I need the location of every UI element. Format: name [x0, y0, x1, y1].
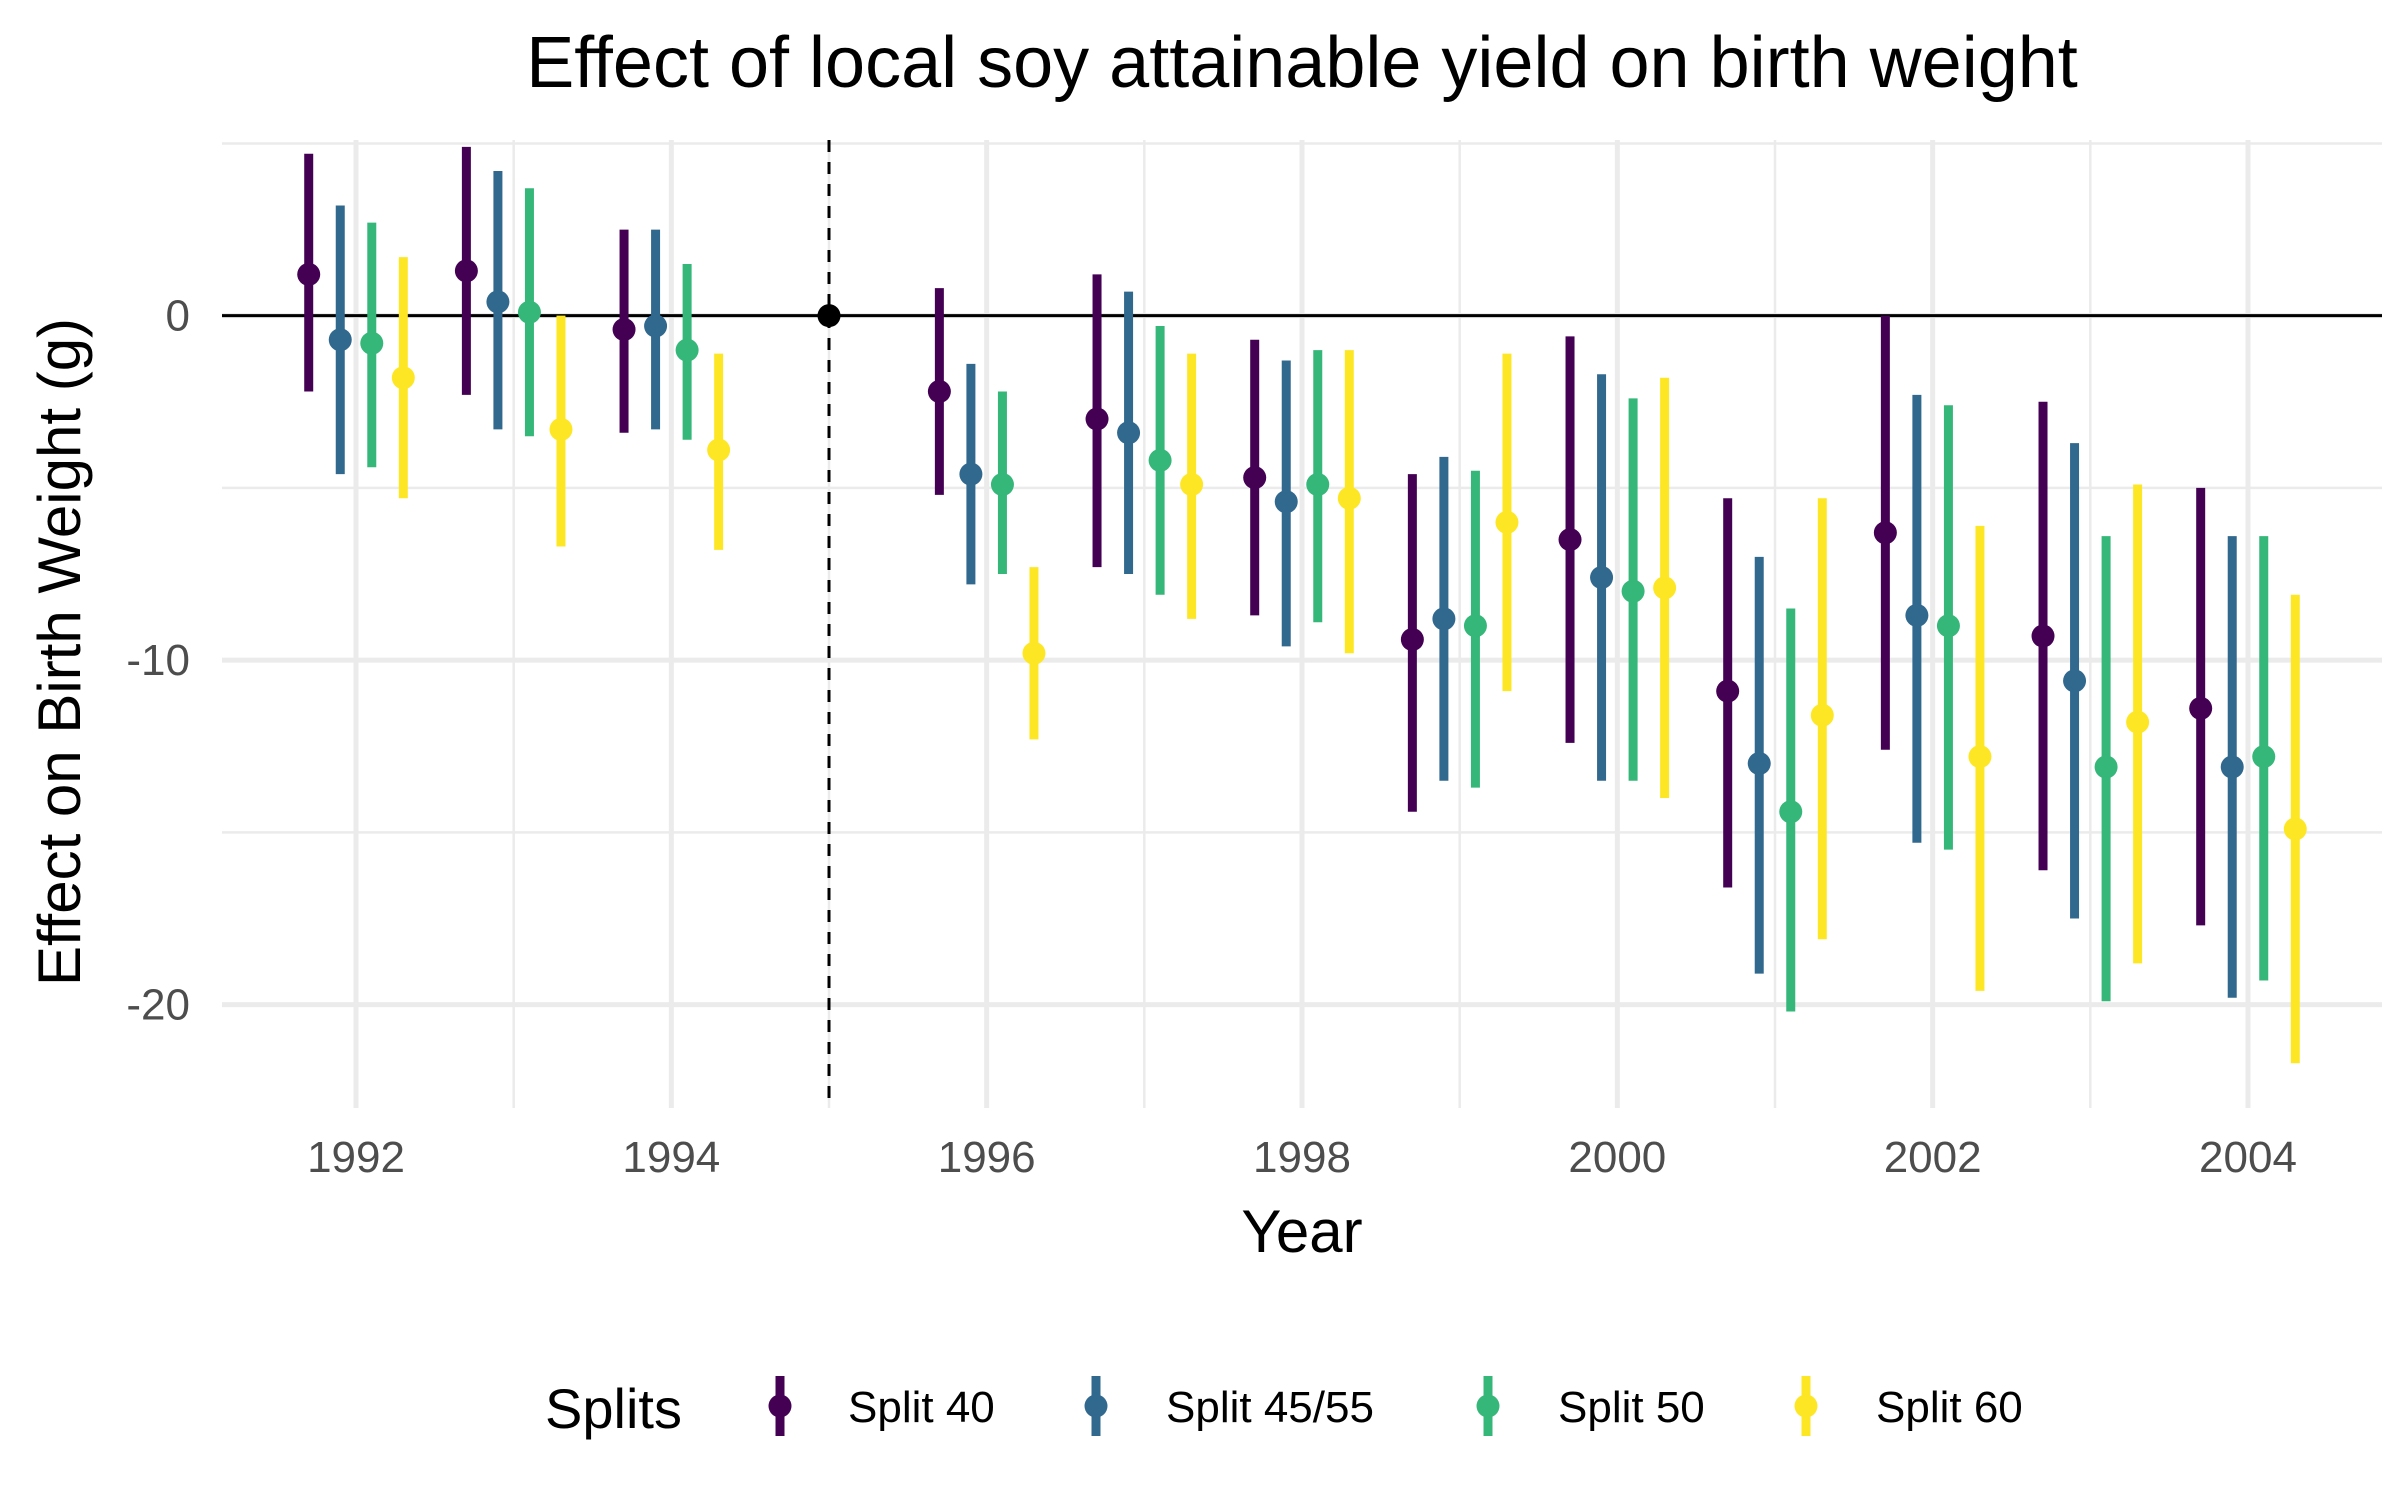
y-axis-ticks: 0 -10 -20 [126, 292, 190, 1030]
point-split-50 [2252, 745, 2276, 769]
point-split-50 [990, 472, 1014, 496]
chart-title: Effect of local soy attainable yield on … [526, 23, 2078, 103]
reference-lines [222, 140, 2382, 1108]
x-tick-label: 1992 [307, 1133, 405, 1182]
legend-label-split-50: Split 50 [1558, 1383, 1705, 1432]
point-split-45-55 [959, 462, 983, 486]
point-split-45-55 [2220, 755, 2244, 779]
point-split-40 [454, 259, 478, 283]
legend-title: Splits [545, 1377, 682, 1440]
legend-key-point-split-60 [1794, 1394, 1818, 1418]
x-tick-label: 2002 [1884, 1133, 1982, 1182]
point-split-40 [297, 262, 321, 286]
x-axis-ticks: 1992 1994 1996 1998 2000 2002 2004 [307, 1133, 2297, 1182]
legend-key-point-split-50 [1476, 1394, 1500, 1418]
y-tick-label: -10 [126, 636, 190, 685]
point-split-45-55 [1905, 603, 1929, 627]
legend-label-split-60: Split 60 [1876, 1383, 2023, 1432]
point-split-45-55 [2063, 669, 2087, 693]
point-split-60 [1022, 641, 1046, 665]
point-split-60 [2126, 710, 2150, 734]
legend-label-split-40: Split 40 [848, 1383, 995, 1432]
point-split-50 [2094, 755, 2118, 779]
point-split-40 [1716, 679, 1740, 703]
x-tick-label: 1998 [1253, 1133, 1351, 1182]
point-split-60 [1495, 510, 1519, 534]
point-split-60 [1337, 486, 1361, 510]
y-tick-label: 0 [166, 292, 190, 341]
point-split-50 [1779, 800, 1803, 824]
point-split-50 [1463, 614, 1487, 638]
point-split-40 [1243, 466, 1267, 490]
y-axis-title: Effect on Birth Weight (g) [26, 318, 93, 986]
x-tick-label: 2004 [2199, 1133, 2297, 1182]
point-split-50 [1148, 448, 1172, 472]
point-split-60 [549, 417, 573, 441]
point-split-60 [1968, 745, 1992, 769]
point-split-40 [1400, 628, 1424, 652]
point-split-40 [1873, 521, 1897, 545]
point-split-50 [360, 331, 384, 355]
point-split-60 [1653, 576, 1677, 600]
point-split-50 [1621, 579, 1645, 603]
y-tick-label: -20 [126, 981, 190, 1030]
data-marks [297, 146, 2307, 1064]
legend-key-point-split-45-55 [1084, 1394, 1108, 1418]
x-tick-label: 2000 [1568, 1133, 1666, 1182]
point-split-60 [707, 438, 731, 462]
point-split-40 [1085, 407, 1109, 431]
point-split-50 [1936, 614, 1960, 638]
point-split-60 [391, 366, 415, 390]
point-split-40 [2189, 696, 2213, 720]
x-axis-title: Year [1241, 1198, 1362, 1265]
point-split-45-55 [486, 290, 510, 314]
point-split-40 [2031, 624, 2055, 648]
legend-key-point-split-40 [768, 1394, 792, 1418]
point-split-40 [927, 379, 951, 403]
x-tick-label: 1994 [622, 1133, 720, 1182]
point-split-45-55 [328, 328, 352, 352]
point-split-50 [675, 338, 699, 362]
point-split-50 [517, 300, 541, 324]
point-split-40 [1558, 528, 1582, 552]
point-split-60 [2283, 817, 2307, 841]
legend-label-split-45-55: Split 45/55 [1166, 1383, 1374, 1432]
point-split-60 [1810, 703, 1834, 727]
x-tick-label: 1996 [938, 1133, 1036, 1182]
grid [222, 140, 2382, 1108]
reference-point [817, 304, 841, 328]
point-split-45-55 [1590, 565, 1614, 589]
point-split-40 [612, 317, 636, 341]
point-split-45-55 [644, 314, 668, 338]
point-split-60 [1180, 472, 1204, 496]
legend: Splits Split 40 Split 45/55 Split 50 Split … [545, 1376, 2023, 1440]
point-split-50 [1306, 472, 1330, 496]
point-split-45-55 [1117, 421, 1141, 445]
point-split-45-55 [1747, 752, 1771, 776]
point-split-45-55 [1432, 607, 1456, 631]
point-split-45-55 [1274, 490, 1298, 514]
